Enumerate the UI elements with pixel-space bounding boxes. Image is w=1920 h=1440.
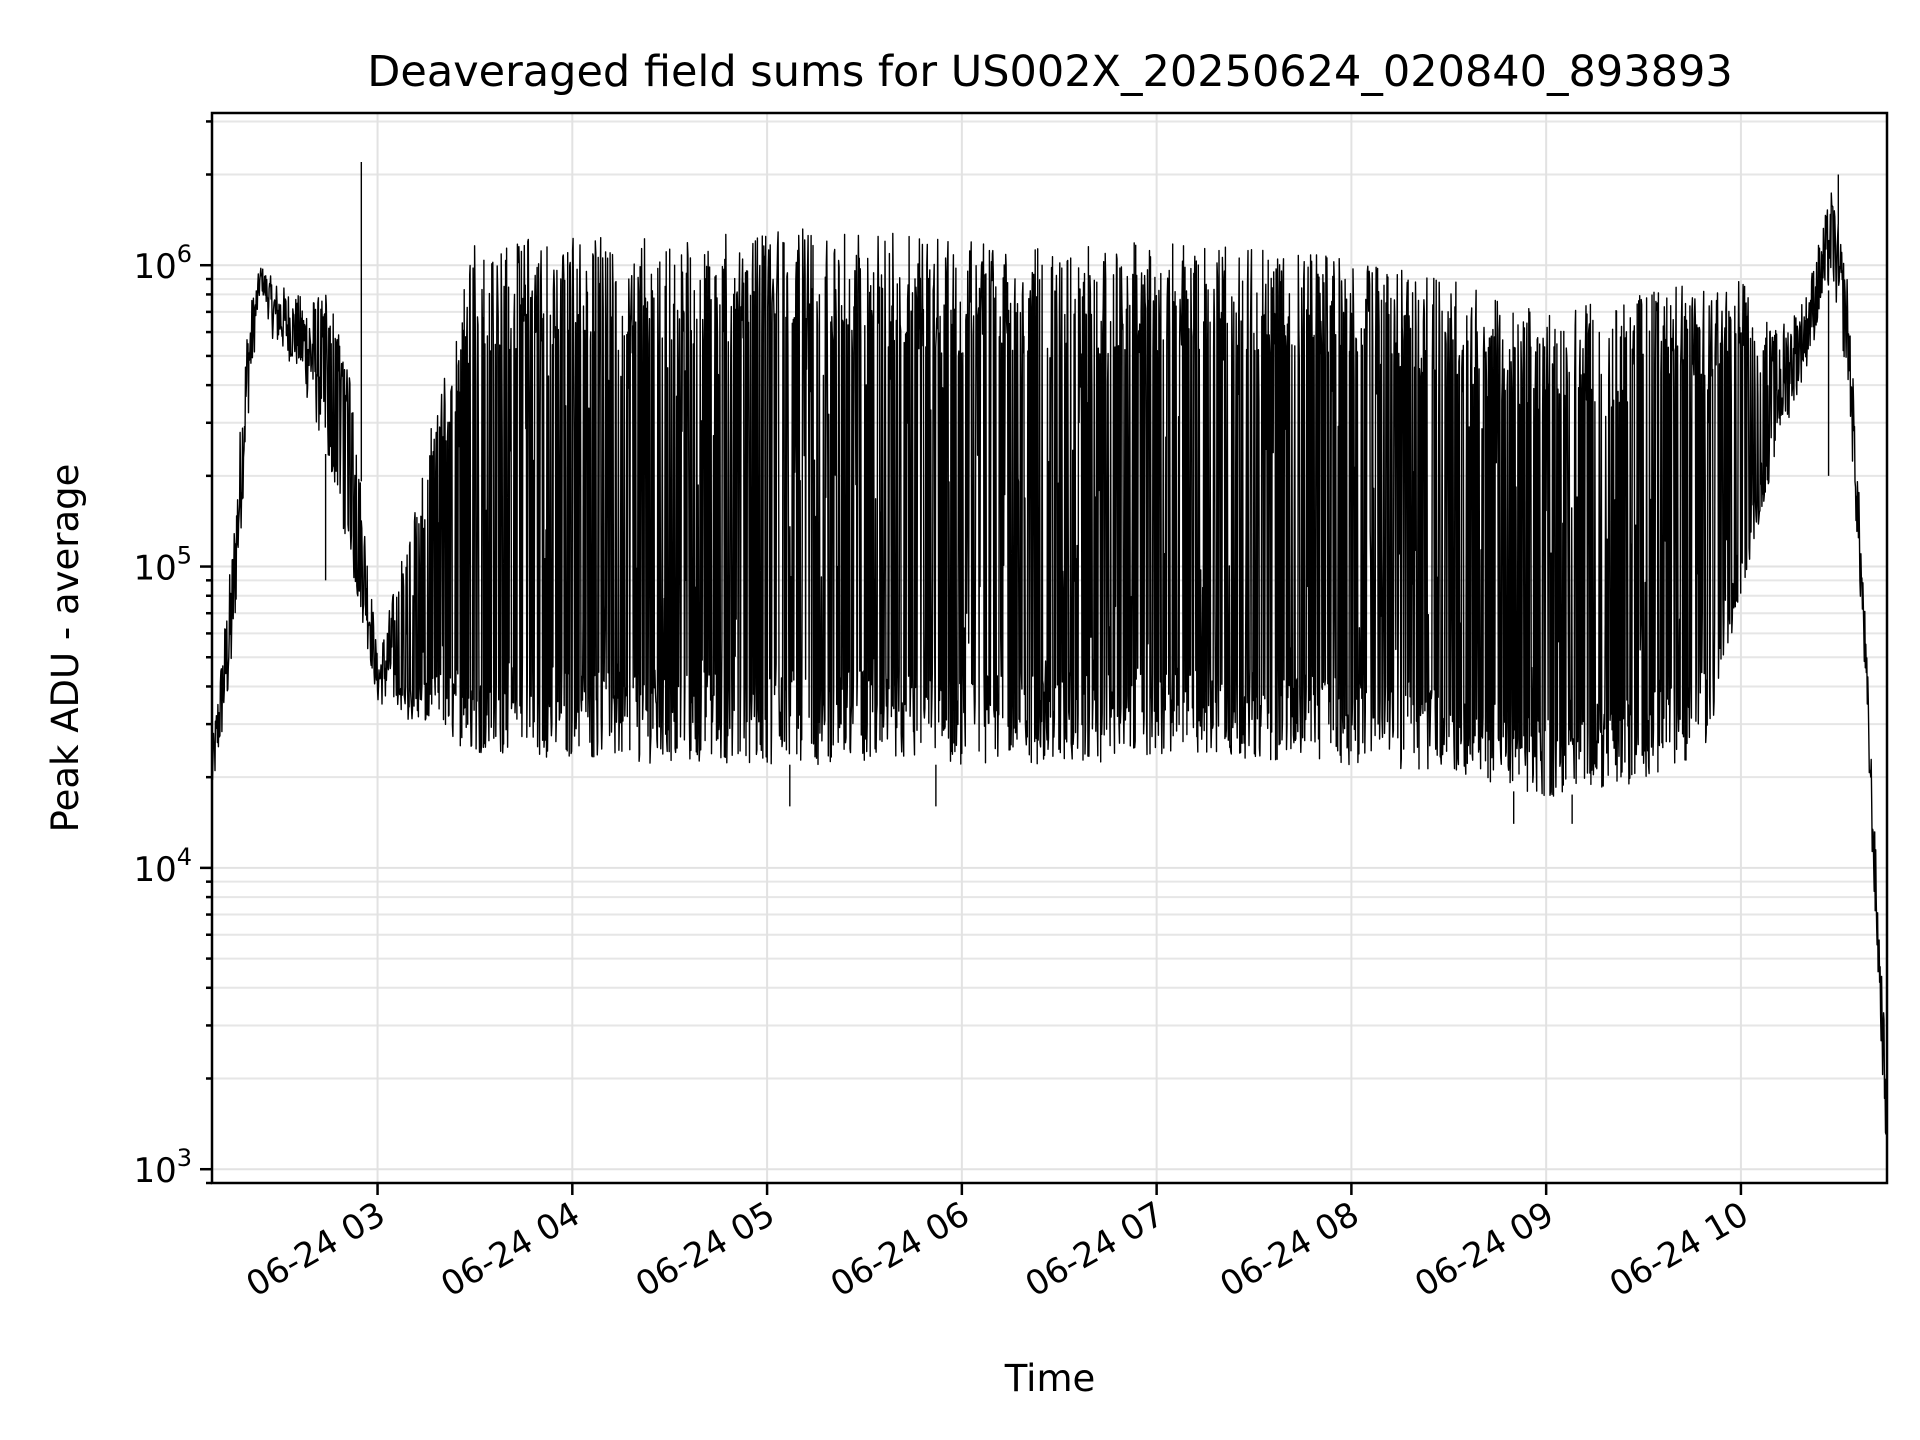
series-layer <box>211 162 1888 1135</box>
chart-title: Deaveraged field sums for US002X_2025062… <box>367 47 1732 97</box>
x-axis-label: Time <box>1004 1357 1096 1400</box>
y-tick-label: 106 <box>133 240 192 287</box>
y-tick-label: 104 <box>133 843 192 890</box>
series-line <box>211 192 1888 1135</box>
y-tick-label: 105 <box>133 542 192 589</box>
plot-frame <box>210 111 1889 1185</box>
y-axis-label: Peak ADU - average <box>44 464 87 833</box>
y-tick-label: 103 <box>133 1144 192 1191</box>
